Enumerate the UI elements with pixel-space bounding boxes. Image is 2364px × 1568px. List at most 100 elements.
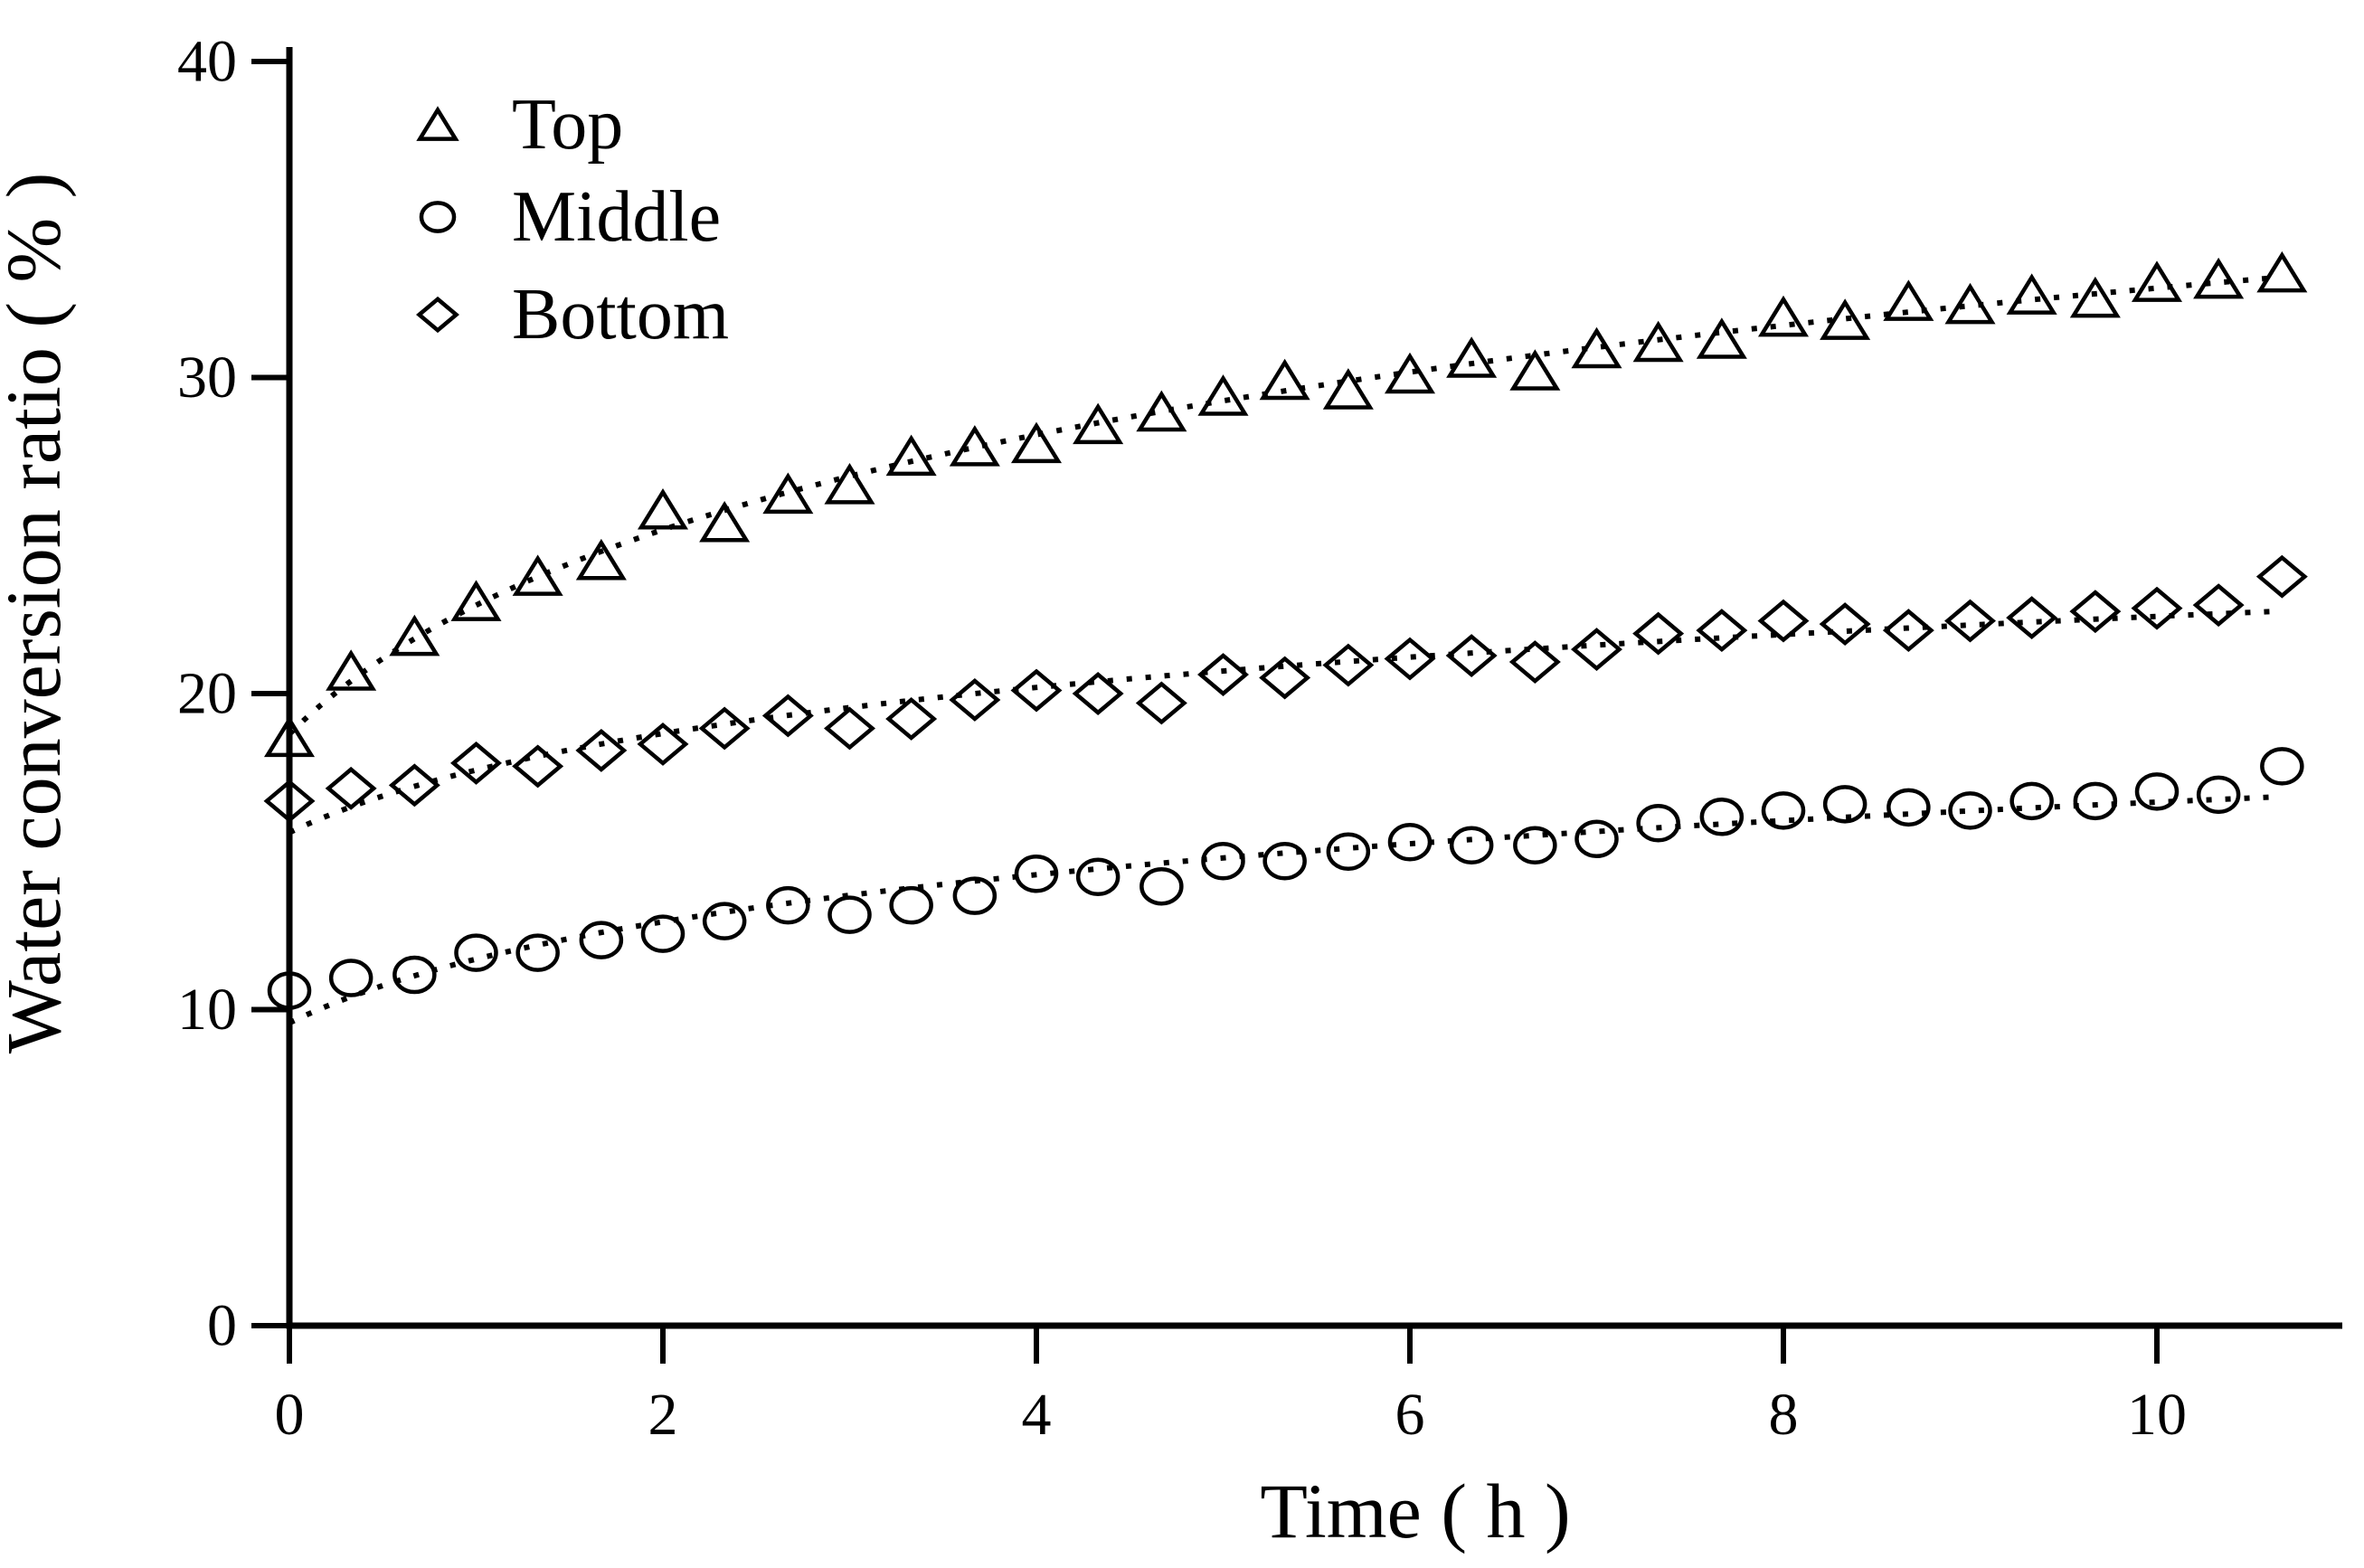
diamond-marker-bottom <box>263 779 316 823</box>
circle-marker-middle <box>1886 788 1931 827</box>
circle-marker-middle <box>1075 857 1121 896</box>
triangle-marker-top <box>263 715 316 758</box>
triangle-marker-top <box>699 500 751 543</box>
y-axis-tick-label: 40 <box>177 29 237 95</box>
diamond-marker-bottom <box>1696 609 1748 653</box>
diamond-marker-bottom <box>2192 583 2245 628</box>
triangle-marker-top <box>1944 282 1996 325</box>
series-bottom <box>263 554 2308 836</box>
circle-marker-middle <box>702 902 747 940</box>
diamond-marker-bottom <box>1072 672 1124 715</box>
x-axis-tick-label: 10 <box>2127 1382 2187 1448</box>
circle-marker-middle <box>1014 854 1059 893</box>
triangle-marker-top <box>1259 358 1310 401</box>
diamond-marker-bottom <box>1259 656 1311 700</box>
triangle-marker-top <box>762 472 814 515</box>
circle-marker-middle <box>1513 826 1557 865</box>
x-axis-tick-label: 6 <box>1395 1382 1425 1448</box>
diamond-marker-bottom <box>2006 596 2058 640</box>
triangle-marker-top <box>949 425 1000 467</box>
diamond-marker-bottom <box>1508 640 1561 684</box>
diamond-marker-bottom <box>637 722 689 766</box>
triangle-marker-top <box>1446 336 1498 378</box>
diamond-legend-icon <box>416 296 459 334</box>
triangle-marker-top <box>2006 273 2057 315</box>
diamond-marker-bottom <box>1571 628 1622 672</box>
circle-marker-middle <box>454 933 498 972</box>
circle-marker-middle <box>1449 826 1494 865</box>
triangle-marker-top <box>824 463 875 505</box>
circle-marker-middle <box>392 955 437 995</box>
legend-item-bottom: Bottom <box>416 275 729 354</box>
legend-label: Middle <box>512 177 721 257</box>
triangle-marker-top <box>2069 276 2121 318</box>
x-axis-tick-label: 0 <box>275 1382 305 1448</box>
legend-item-top: Top <box>416 85 623 165</box>
diamond-marker-bottom <box>885 697 938 741</box>
triangle-marker-top <box>1384 352 1436 394</box>
triangle-marker-top <box>575 538 627 581</box>
triangle-marker-top <box>1509 349 1561 391</box>
legend: Top Middle Bottom <box>416 85 729 354</box>
triangle-marker-top <box>450 580 502 621</box>
diamond-marker-bottom <box>824 706 875 751</box>
series-top <box>263 250 2308 758</box>
diamond-marker-bottom <box>575 728 628 772</box>
triangle-marker-top <box>389 614 440 656</box>
triangle-marker-top <box>1322 368 1374 410</box>
triangle-marker-top <box>637 487 689 530</box>
triangle-marker-top <box>1197 374 1249 416</box>
circle-marker-middle <box>1387 823 1433 862</box>
triangle-marker-top <box>1136 390 1187 432</box>
circle-marker-middle <box>1574 819 1619 859</box>
diamond-marker-bottom <box>698 706 751 751</box>
circle-marker-middle <box>579 921 624 959</box>
y-axis-tick-label: 30 <box>177 345 237 411</box>
diamond-marker-bottom <box>1445 634 1498 677</box>
diamond-marker-bottom <box>2131 586 2183 630</box>
trend-line-bottom <box>288 609 2277 836</box>
triangle-marker-top <box>2131 260 2183 302</box>
triangle-marker-top <box>326 649 377 691</box>
series-middle <box>267 747 2304 1025</box>
y-axis-title: Water conversion ratio ( % ) <box>0 173 77 1054</box>
circle-marker-middle <box>827 895 872 934</box>
diamond-marker-bottom <box>949 678 1001 722</box>
triangle-marker-top <box>1820 298 1871 340</box>
circle-marker-middle <box>952 876 998 915</box>
circle-marker-middle <box>640 914 686 953</box>
triangle-marker-top <box>885 434 937 477</box>
circle-marker-middle <box>766 885 810 925</box>
diamond-marker-bottom <box>388 763 440 808</box>
circle-marker-middle <box>2134 772 2180 811</box>
legend-label: Bottom <box>512 275 729 354</box>
legend-item-middle: Middle <box>419 177 721 257</box>
triangle-marker-top <box>2256 250 2308 293</box>
circle-marker-middle <box>2009 781 2054 821</box>
y-axis-tick-label: 10 <box>177 977 237 1043</box>
triangle-marker-top <box>1883 279 1934 321</box>
x-axis-tick-label: 2 <box>648 1382 678 1448</box>
diamond-marker-bottom <box>1135 681 1187 725</box>
diamond-marker-bottom <box>1632 611 1685 656</box>
circle-marker-middle <box>2196 775 2241 815</box>
diamond-marker-bottom <box>512 744 564 789</box>
trend-line-top <box>287 275 2277 736</box>
diamond-marker-bottom <box>1322 643 1375 687</box>
circle-marker-middle <box>328 959 374 997</box>
diamond-marker-bottom <box>761 694 814 738</box>
circle-marker-middle <box>889 885 933 925</box>
triangle-marker-top <box>1010 421 1063 464</box>
triangle-marker-top <box>1696 317 1747 359</box>
diamond-marker-bottom <box>1757 599 1810 643</box>
diamond-marker-bottom <box>1944 599 1996 643</box>
circle-marker-middle <box>1761 791 1806 830</box>
y-axis-tick-label: 0 <box>207 1293 237 1359</box>
circle-marker-middle <box>2260 747 2304 786</box>
diamond-marker-bottom <box>1384 637 1436 681</box>
x-axis-tick-label: 8 <box>1769 1382 1799 1448</box>
circle-marker-middle <box>1262 841 1307 881</box>
